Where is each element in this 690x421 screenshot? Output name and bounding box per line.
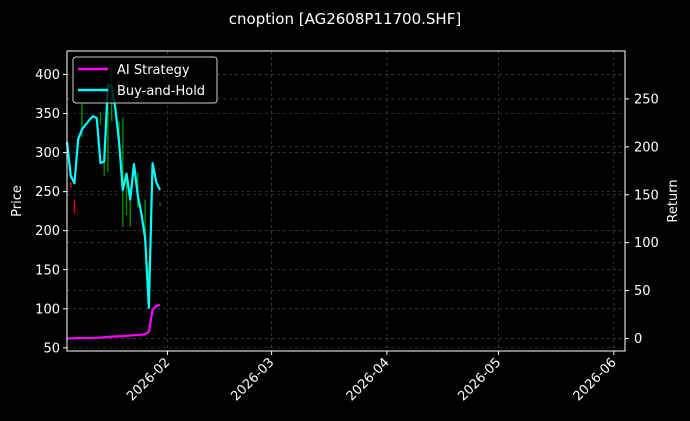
series-lines: [65, 83, 161, 340]
y-axis-left-label: Price: [10, 185, 25, 217]
y-tick-label-left: 300: [35, 146, 60, 161]
y-axis-right-label: Return: [666, 179, 681, 222]
y-tick-label-right: 50: [634, 284, 651, 299]
y-tick-label-left: 350: [35, 107, 60, 122]
y-tick-label-right: 0: [634, 332, 642, 347]
chart-title: cnoption [AG2608P11700.SHF]: [229, 10, 461, 28]
y-axis-left: 50 100 150 200 250 300 350 400: [35, 68, 67, 356]
plot-frame: [66, 50, 626, 352]
y-tick-label-left: 50: [43, 341, 60, 356]
y-tick-label-left: 400: [35, 68, 60, 83]
series-line-ai-strategy: [66, 303, 161, 340]
legend: AI Strategy Buy-and-Hold: [72, 56, 218, 104]
y-tick-label-left: 200: [35, 224, 60, 239]
legend-label-ai-strategy: AI Strategy: [117, 63, 190, 78]
legend-label-buy-and-hold: Buy-and-Hold: [117, 84, 205, 99]
y-tick-label-right: 100: [634, 236, 659, 251]
y-tick-label-right: 200: [634, 140, 659, 155]
legend-box: [72, 56, 218, 104]
y-tick-label-left: 100: [35, 302, 60, 317]
y-axis-right: 0 50 100 150 200 250: [625, 92, 659, 347]
y-tick-label-left: 250: [35, 185, 60, 200]
y-tick-label-left: 150: [35, 263, 60, 278]
y-tick-label-right: 250: [634, 92, 659, 107]
series-line-buy-and-hold: [65, 83, 161, 309]
y-tick-label-right: 150: [634, 188, 659, 203]
